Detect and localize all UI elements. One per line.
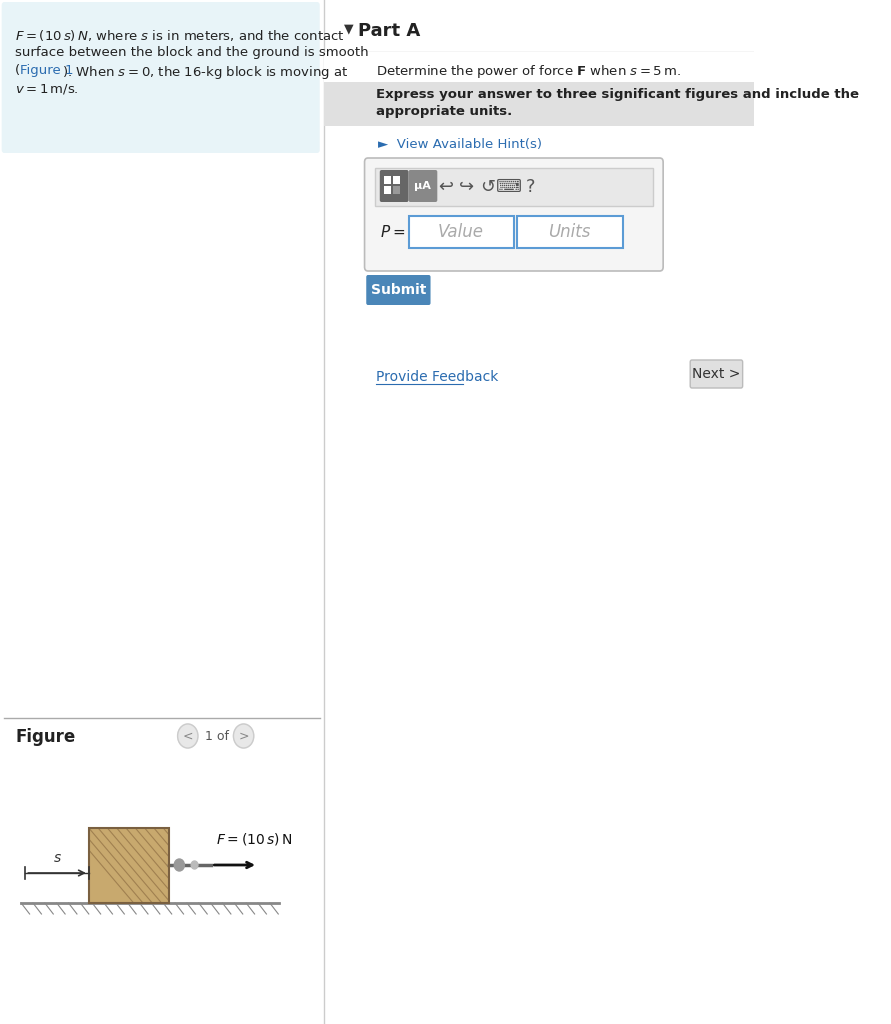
Text: $F = (10\,s)\,\mathrm{N}$: $F = (10\,s)\,\mathrm{N}$ bbox=[216, 831, 292, 847]
Text: ). When $s = 0$, the 16-kg block is moving at: ). When $s = 0$, the 16-kg block is movi… bbox=[61, 63, 348, 81]
FancyBboxPatch shape bbox=[409, 170, 437, 202]
Text: ⌨: ⌨ bbox=[496, 178, 522, 196]
FancyBboxPatch shape bbox=[691, 360, 743, 388]
Bar bbox=[393, 186, 400, 194]
Text: surface between the block and the ground is smooth: surface between the block and the ground… bbox=[15, 46, 369, 59]
Text: $P =$: $P =$ bbox=[380, 224, 405, 240]
Circle shape bbox=[192, 861, 198, 869]
FancyBboxPatch shape bbox=[366, 275, 430, 305]
Text: $F = (10\,s)\,\mathit{N}$, where $s$ is in meters, and the contact: $F = (10\,s)\,\mathit{N}$, where $s$ is … bbox=[15, 28, 345, 43]
Text: Provide Feedback: Provide Feedback bbox=[376, 370, 499, 384]
Text: μA: μA bbox=[414, 181, 431, 191]
Text: Submit: Submit bbox=[371, 283, 426, 297]
Bar bbox=[375, 168, 653, 206]
Text: >: > bbox=[239, 729, 249, 742]
Text: Part A: Part A bbox=[358, 22, 420, 40]
FancyBboxPatch shape bbox=[517, 216, 623, 248]
Text: (: ( bbox=[15, 63, 20, 77]
Circle shape bbox=[233, 724, 254, 748]
FancyBboxPatch shape bbox=[364, 158, 663, 271]
Circle shape bbox=[175, 859, 184, 871]
Text: ↪: ↪ bbox=[460, 178, 475, 196]
Text: ?: ? bbox=[526, 178, 535, 196]
FancyBboxPatch shape bbox=[409, 216, 514, 248]
Text: 1 of 1: 1 of 1 bbox=[205, 729, 241, 742]
Text: <: < bbox=[183, 729, 193, 742]
Text: $v = 1\,\mathrm{m/s}$.: $v = 1\,\mathrm{m/s}$. bbox=[15, 82, 79, 96]
Text: ↩: ↩ bbox=[438, 178, 454, 196]
Bar bbox=[89, 828, 169, 903]
Text: $s$: $s$ bbox=[53, 851, 61, 865]
Text: Express your answer to three significant figures and include the: Express your answer to three significant… bbox=[376, 88, 860, 101]
Circle shape bbox=[177, 724, 198, 748]
Text: ↺: ↺ bbox=[480, 178, 495, 196]
Text: Units: Units bbox=[548, 223, 591, 241]
Text: Value: Value bbox=[438, 223, 484, 241]
Text: appropriate units.: appropriate units. bbox=[376, 105, 512, 118]
Bar bbox=[384, 186, 391, 194]
Bar bbox=[89, 828, 169, 903]
Bar bbox=[324, 82, 754, 126]
FancyBboxPatch shape bbox=[380, 170, 409, 202]
Text: ▼: ▼ bbox=[344, 22, 354, 35]
Bar bbox=[393, 176, 400, 184]
Text: Next >: Next > bbox=[692, 367, 740, 381]
FancyBboxPatch shape bbox=[2, 2, 320, 153]
Bar bbox=[324, 52, 754, 82]
Text: Figure: Figure bbox=[15, 728, 76, 746]
Text: ►  View Available Hint(s): ► View Available Hint(s) bbox=[378, 138, 542, 151]
Text: Determine the power of force $\mathbf{F}$ when $s = 5\,\mathrm{m}$.: Determine the power of force $\mathbf{F}… bbox=[376, 63, 682, 80]
Bar bbox=[384, 176, 391, 184]
Text: Figure 1: Figure 1 bbox=[20, 63, 74, 77]
